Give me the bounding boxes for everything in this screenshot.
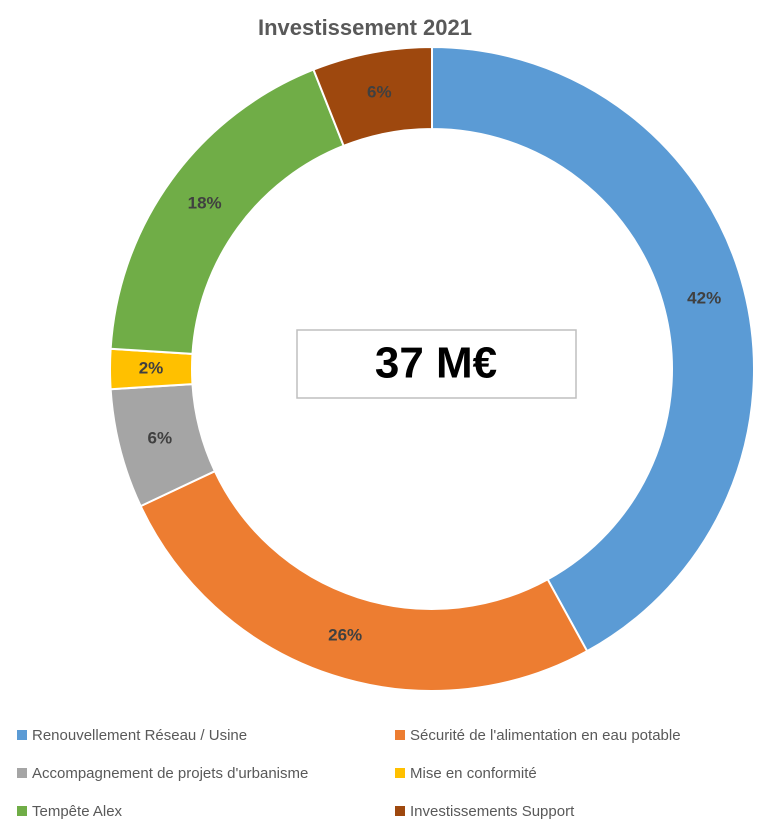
data-label: 2% [139, 358, 164, 377]
donut-segment [139, 469, 589, 692]
legend-swatch [395, 730, 405, 740]
donut-segment [431, 45, 755, 653]
legend-label: Investissements Support [410, 803, 575, 820]
legend-swatch [17, 730, 27, 740]
donut-segment [109, 68, 345, 355]
data-label: 6% [148, 428, 173, 447]
chart-title: Investissement 2021 [258, 15, 472, 40]
legend-swatch [395, 768, 405, 778]
legend-swatch [17, 768, 27, 778]
legend-label: Tempête Alex [32, 803, 123, 820]
data-label: 42% [687, 289, 721, 308]
center-box [296, 329, 577, 399]
donut [108, 45, 755, 692]
data-label: 6% [367, 82, 392, 101]
legend-swatch [395, 806, 405, 816]
legend-label: Mise en conformité [410, 765, 537, 782]
legend-label: Accompagnement de projets d'urbanisme [32, 765, 308, 782]
legend-label: Sécurité de l'alimentation en eau potabl… [410, 727, 681, 744]
legend-swatch [17, 806, 27, 816]
data-label: 18% [188, 193, 222, 212]
donut-segment [312, 45, 433, 148]
legend-label: Renouvellement Réseau / Usine [32, 727, 247, 744]
center-label: 37 M€ [375, 339, 497, 388]
data-label: 26% [328, 626, 362, 645]
